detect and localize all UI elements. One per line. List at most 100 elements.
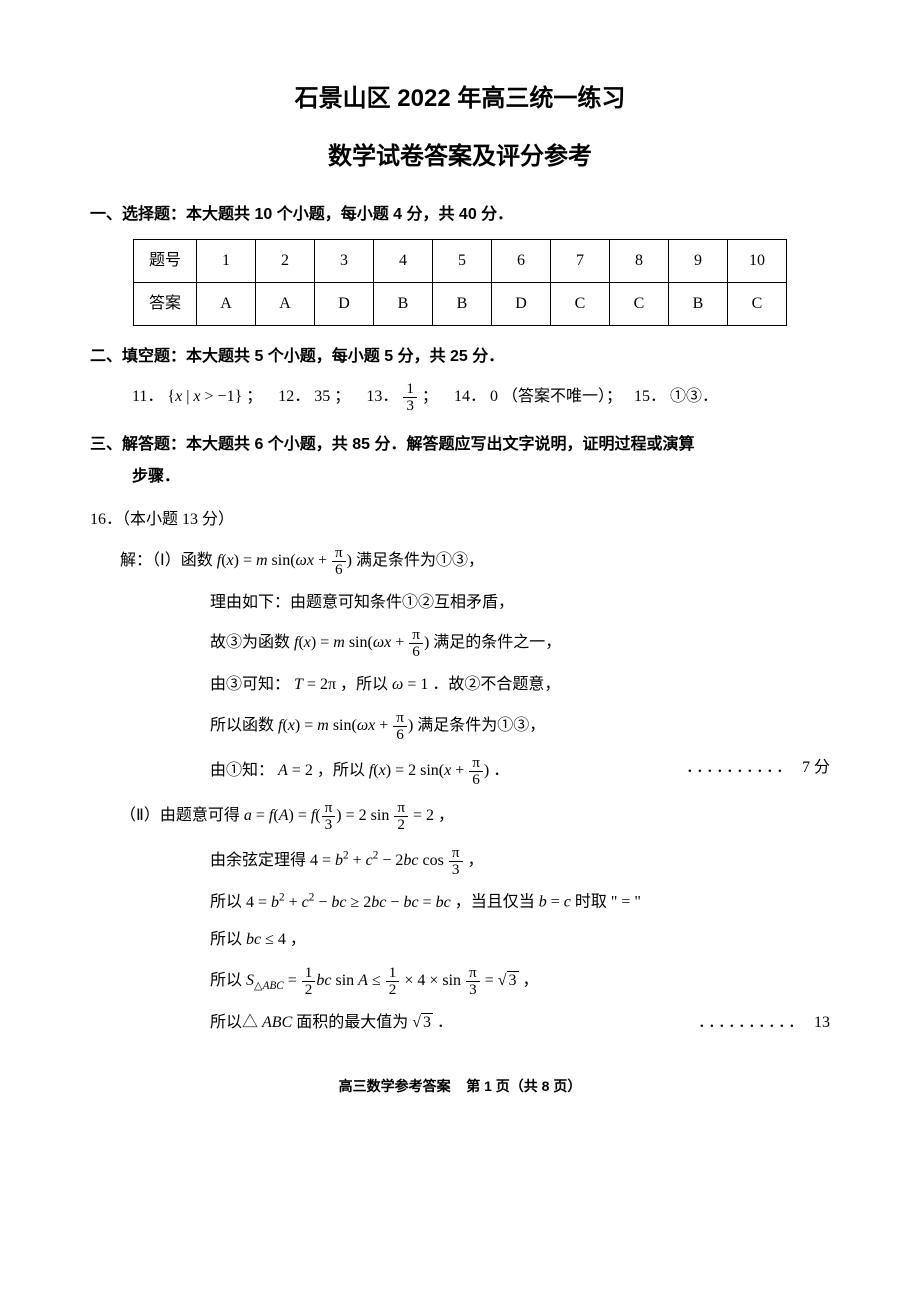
text: 面积的最大值为 [296, 1014, 412, 1031]
text: ，所以 [317, 762, 369, 779]
cell: 6 [492, 240, 551, 283]
text: ，所以 [340, 676, 392, 693]
math: f(x) = m sin(ωx + π6) [278, 717, 413, 734]
section3-heading: 三、解答题：本大题共 6 个小题，共 85 分．解答题应写出文字说明，证明过程或… [90, 432, 830, 458]
solution-line: 由③可知： T = 2π ，所以 ω = 1 ．故②不合题意， [90, 672, 830, 698]
cell: D [315, 282, 374, 325]
fill-answers: 11． {x | x > −1} ； 12． 35 ； 13． 13 ； 14．… [90, 381, 830, 414]
q13-answer: 13 [403, 381, 417, 414]
text: 所以 [210, 931, 246, 948]
math: 4 = b2 + c2 − 2bc cos π3 [310, 852, 464, 869]
math: T = 2π [294, 676, 336, 693]
solution-line: 理由如下：由题意可知条件①②互相矛盾， [90, 590, 830, 616]
cell: B [374, 282, 433, 325]
solution-line: 所以函数 f(x) = m sin(ωx + π6) 满足条件为①③， [90, 710, 830, 743]
solution-line: （Ⅱ）由题意可得 a = f(A) = f(π3) = 2 sin π2 = 2… [90, 800, 830, 833]
solution-line: 由余弦定理得 4 = b2 + c2 − 2bc cos π3 ， [90, 845, 830, 878]
text: ， [290, 931, 306, 948]
text: 满足条件为①③， [356, 552, 484, 569]
math: 4 = b2 + c2 − bc ≥ 2bc − bc = bc [246, 894, 451, 911]
text: 解：（Ⅰ）函数 [120, 552, 217, 569]
solution-line: 解：（Ⅰ）函数 f(x) = m sin(ωx + π6) 满足条件为①③， [90, 545, 830, 578]
cell: 8 [610, 240, 669, 283]
q12-label: 12． [278, 388, 310, 405]
q15-answer: ①③． [670, 388, 718, 405]
doc-subtitle: 数学试卷答案及评分参考 [90, 138, 830, 176]
solution-line: 所以△ ABC 面积的最大值为 3 ． ．．．．．．．．．． 13 [90, 1010, 830, 1036]
text: ， [438, 807, 454, 824]
text: 所以△ [210, 1014, 262, 1031]
q14-label: 14． [454, 388, 486, 405]
text: ． [493, 762, 509, 779]
cell: C [728, 282, 787, 325]
cell: D [492, 282, 551, 325]
q11-answer: {x | x > −1} [167, 388, 242, 405]
cell: 1 [197, 240, 256, 283]
section2-heading: 二、填空题：本大题共 5 个小题，每小题 5 分，共 25 分． [90, 344, 830, 370]
q14-note: （答案不唯一）； [502, 388, 622, 405]
math: A = 2 [278, 762, 313, 779]
text: 由余弦定理得 [210, 852, 310, 869]
text: ， [523, 972, 539, 989]
solution-line: 所以 S△ABC = 12bc sin A ≤ 12 × 4 × sin π3 … [90, 965, 830, 998]
table-row: 题号 1 2 3 4 5 6 7 8 9 10 [134, 240, 787, 283]
text: ， [468, 852, 484, 869]
footer-right: 第 1 页（共 8 页） [466, 1078, 581, 1094]
text: 时取 " = " [575, 894, 641, 911]
math: 3 [412, 1014, 433, 1031]
footer-left: 高三数学参考答案 [339, 1078, 451, 1094]
cell: C [610, 282, 669, 325]
text: 理由如下：由题意可知条件①②互相矛盾， [210, 594, 514, 611]
q13-label: 13． [366, 388, 398, 405]
cell: 7 [551, 240, 610, 283]
sep: ； [422, 388, 438, 405]
text: 由③可知： [210, 676, 290, 693]
math: f(x) = m sin(ωx + π6) [217, 552, 352, 569]
cell: 3 [315, 240, 374, 283]
sep: ； [334, 388, 350, 405]
math: f(x) = 2 sin(x + π6) [369, 762, 489, 779]
cell: 9 [669, 240, 728, 283]
q11-label: 11． [132, 388, 163, 405]
text: 由①知： [210, 762, 274, 779]
q12-answer: 35 [314, 388, 330, 405]
text: 所以 [210, 894, 246, 911]
q16-head: 16．（本小题 13 分） [90, 507, 830, 533]
text: 故③为函数 [210, 634, 294, 651]
solution-line: 所以 bc ≤ 4 ， [90, 927, 830, 953]
math: S△ABC = 12bc sin A ≤ 12 × 4 × sin π3 = 3 [246, 972, 519, 989]
sep: ； [246, 388, 262, 405]
cell: C [551, 282, 610, 325]
cell: 5 [433, 240, 492, 283]
table-row: 答案 A A D B B D C C B C [134, 282, 787, 325]
text: 满足的条件之一， [433, 634, 561, 651]
score-marker: ．．．．．．．．．． 13 [698, 1010, 830, 1036]
text: ，当且仅当 [455, 894, 539, 911]
solution-line: 由①知： A = 2 ，所以 f(x) = 2 sin(x + π6) ． ．．… [90, 755, 830, 788]
text: 满足条件为①③， [417, 717, 545, 734]
text: （Ⅱ）由题意可得 [120, 807, 244, 824]
text: ． [437, 1014, 453, 1031]
row-label: 题号 [134, 240, 197, 283]
section3-heading-cont: 步骤． [90, 464, 830, 490]
cell: 10 [728, 240, 787, 283]
q15-label: 15． [634, 388, 666, 405]
row-label: 答案 [134, 282, 197, 325]
cell: 4 [374, 240, 433, 283]
text: ．故②不合题意， [432, 676, 560, 693]
math: bc ≤ 4 [246, 931, 286, 948]
math: f(x) = m sin(ωx + π6) [294, 634, 429, 651]
answer-table: 题号 1 2 3 4 5 6 7 8 9 10 答案 A A D B B D C… [133, 239, 787, 325]
doc-title: 石景山区 2022 年高三统一练习 [90, 80, 830, 118]
math: b = c [539, 894, 571, 911]
cell: B [433, 282, 492, 325]
cell: 2 [256, 240, 315, 283]
cell: A [256, 282, 315, 325]
math: a = f(A) = f(π3) = 2 sin π2 = 2 [244, 807, 434, 824]
math: ω = 1 [392, 676, 428, 693]
page-footer: 高三数学参考答案 第 1 页（共 8 页） [90, 1075, 830, 1097]
solution-line: 故③为函数 f(x) = m sin(ωx + π6) 满足的条件之一， [90, 627, 830, 660]
score-marker: ．．．．．．．．．． 7 分 [686, 755, 830, 781]
math: ABC [262, 1014, 292, 1031]
solution-line: 所以 4 = b2 + c2 − bc ≥ 2bc − bc = bc ，当且仅… [90, 889, 830, 915]
